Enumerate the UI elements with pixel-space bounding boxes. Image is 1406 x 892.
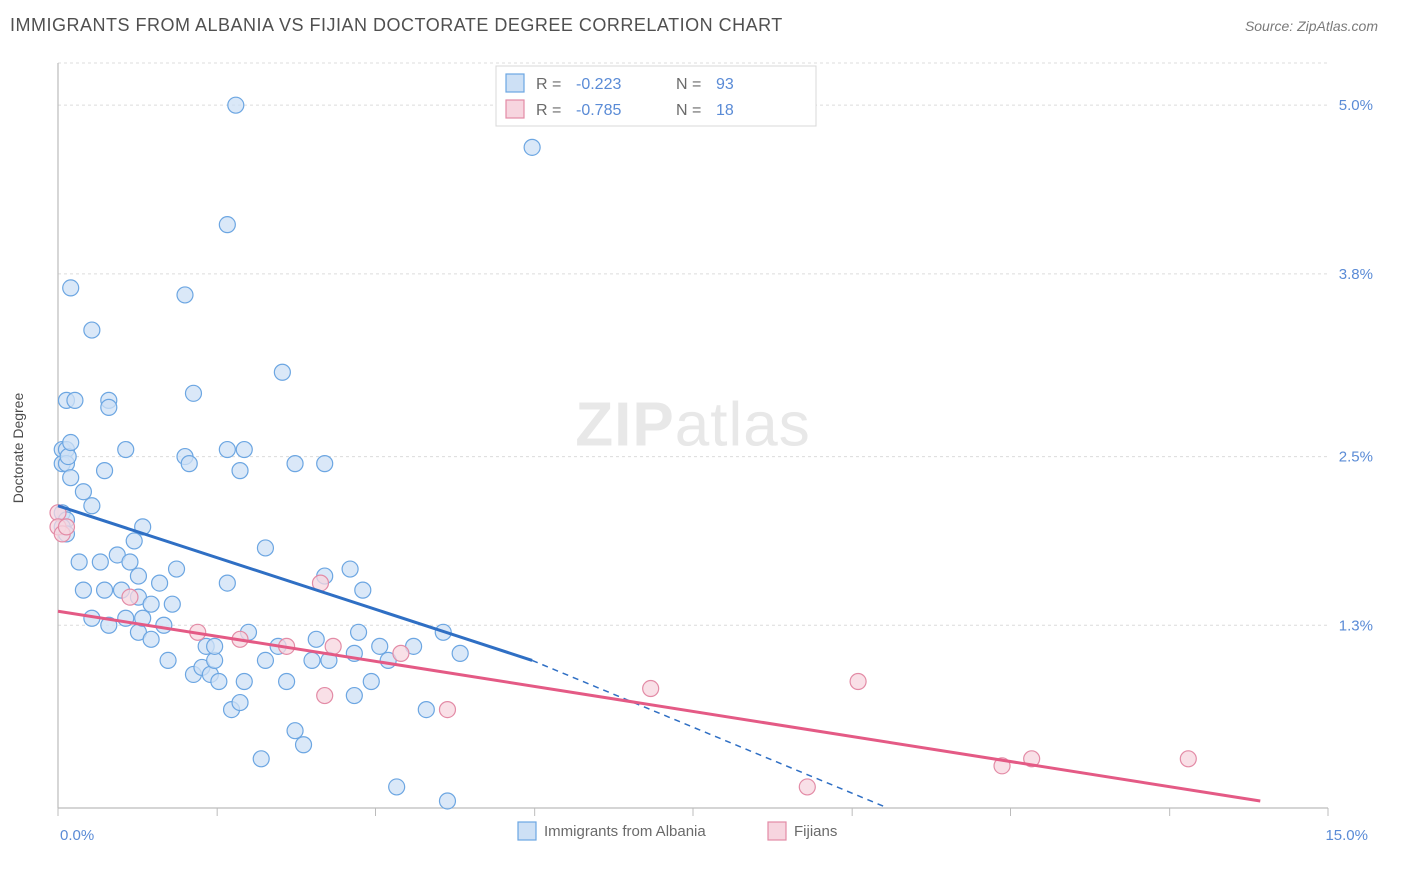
scatter-point: [71, 554, 87, 570]
scatter-point: [63, 470, 79, 486]
stats-n-value: 18: [716, 102, 734, 119]
scatter-point: [143, 631, 159, 647]
y-tick-label: 2.5%: [1339, 449, 1373, 466]
scatter-point: [850, 673, 866, 689]
scatter-point: [279, 673, 295, 689]
scatter-point: [228, 97, 244, 113]
scatter-point: [181, 456, 197, 472]
watermark: ZIPatlas: [575, 391, 810, 460]
scatter-point: [257, 540, 273, 556]
scatter-point: [363, 673, 379, 689]
correlation-scatter-chart: ZIPatlas 0.0% 15.0% 1.3% 2.5% 3.8% 5.0% R = -0.…: [48, 48, 1388, 848]
scatter-point: [236, 442, 252, 458]
legend-label: Immigrants from Albania: [544, 823, 706, 840]
scatter-point: [317, 688, 333, 704]
scatter-point: [122, 554, 138, 570]
scatter-point: [452, 645, 468, 661]
stats-r-value: -0.785: [576, 102, 621, 119]
trend-line: [58, 506, 532, 661]
scatter-point: [92, 554, 108, 570]
legend-swatch: [768, 822, 786, 840]
scatter-point: [126, 533, 142, 549]
scatter-point: [439, 793, 455, 809]
stats-r-value: -0.223: [576, 76, 621, 93]
scatter-point: [219, 442, 235, 458]
scatter-point: [211, 673, 227, 689]
scatter-point: [287, 723, 303, 739]
scatter-point: [236, 673, 252, 689]
x-tick-label: 0.0%: [60, 827, 94, 844]
scatter-point: [439, 702, 455, 718]
legend-swatch: [506, 74, 524, 92]
x-tick-label: 15.0%: [1325, 827, 1368, 844]
stats-r-label: R =: [536, 102, 561, 119]
scatter-point: [58, 519, 74, 535]
scatter-point: [164, 596, 180, 612]
y-tick-label: 1.3%: [1339, 617, 1373, 634]
y-tick-label: 5.0%: [1339, 97, 1373, 114]
scatter-point: [160, 652, 176, 668]
scatter-point: [207, 638, 223, 654]
scatter-point: [122, 589, 138, 605]
legend-swatch: [506, 100, 524, 118]
scatter-point: [372, 638, 388, 654]
scatter-point: [799, 779, 815, 795]
scatter-point: [219, 217, 235, 233]
scatter-point: [177, 287, 193, 303]
scatter-point: [393, 645, 409, 661]
scatter-point: [308, 631, 324, 647]
scatter-point: [60, 449, 76, 465]
scatter-point: [325, 638, 341, 654]
scatter-point: [130, 568, 146, 584]
scatter-point: [219, 575, 235, 591]
stats-n-label: N =: [676, 102, 701, 119]
y-axis-label: Doctorate Degree: [10, 393, 26, 504]
chart-source: Source: ZipAtlas.com: [1245, 18, 1378, 34]
scatter-point: [84, 498, 100, 514]
scatter-point: [1180, 751, 1196, 767]
scatter-point: [97, 463, 113, 479]
legend-swatch: [518, 822, 536, 840]
stats-r-label: R =: [536, 76, 561, 93]
chart-title: IMMIGRANTS FROM ALBANIA VS FIJIAN DOCTOR…: [10, 15, 783, 36]
scatter-point: [143, 596, 159, 612]
scatter-point: [257, 652, 273, 668]
scatter-point: [156, 617, 172, 633]
scatter-point: [253, 751, 269, 767]
legend-label: Fijians: [794, 823, 837, 840]
scatter-point: [643, 681, 659, 697]
scatter-point: [84, 322, 100, 338]
scatter-point: [63, 435, 79, 451]
scatter-point: [342, 561, 358, 577]
scatter-point: [232, 695, 248, 711]
scatter-point: [97, 582, 113, 598]
scatter-point: [346, 688, 362, 704]
stats-n-value: 93: [716, 76, 734, 93]
scatter-point: [67, 392, 83, 408]
scatter-point: [185, 385, 201, 401]
scatter-point: [118, 442, 134, 458]
scatter-point: [351, 624, 367, 640]
scatter-point: [296, 737, 312, 753]
scatter-point: [152, 575, 168, 591]
scatter-point: [389, 779, 405, 795]
scatter-point: [75, 582, 91, 598]
scatter-point: [274, 364, 290, 380]
scatter-point: [101, 399, 117, 415]
scatter-point: [287, 456, 303, 472]
scatter-point: [355, 582, 371, 598]
scatter-point: [317, 456, 333, 472]
scatter-point: [304, 652, 320, 668]
scatter-point: [169, 561, 185, 577]
scatter-point: [63, 280, 79, 296]
scatter-point: [75, 484, 91, 500]
scatter-point: [232, 463, 248, 479]
stats-n-label: N =: [676, 76, 701, 93]
y-tick-label: 3.8%: [1339, 266, 1373, 283]
scatter-point: [418, 702, 434, 718]
scatter-point: [524, 139, 540, 155]
